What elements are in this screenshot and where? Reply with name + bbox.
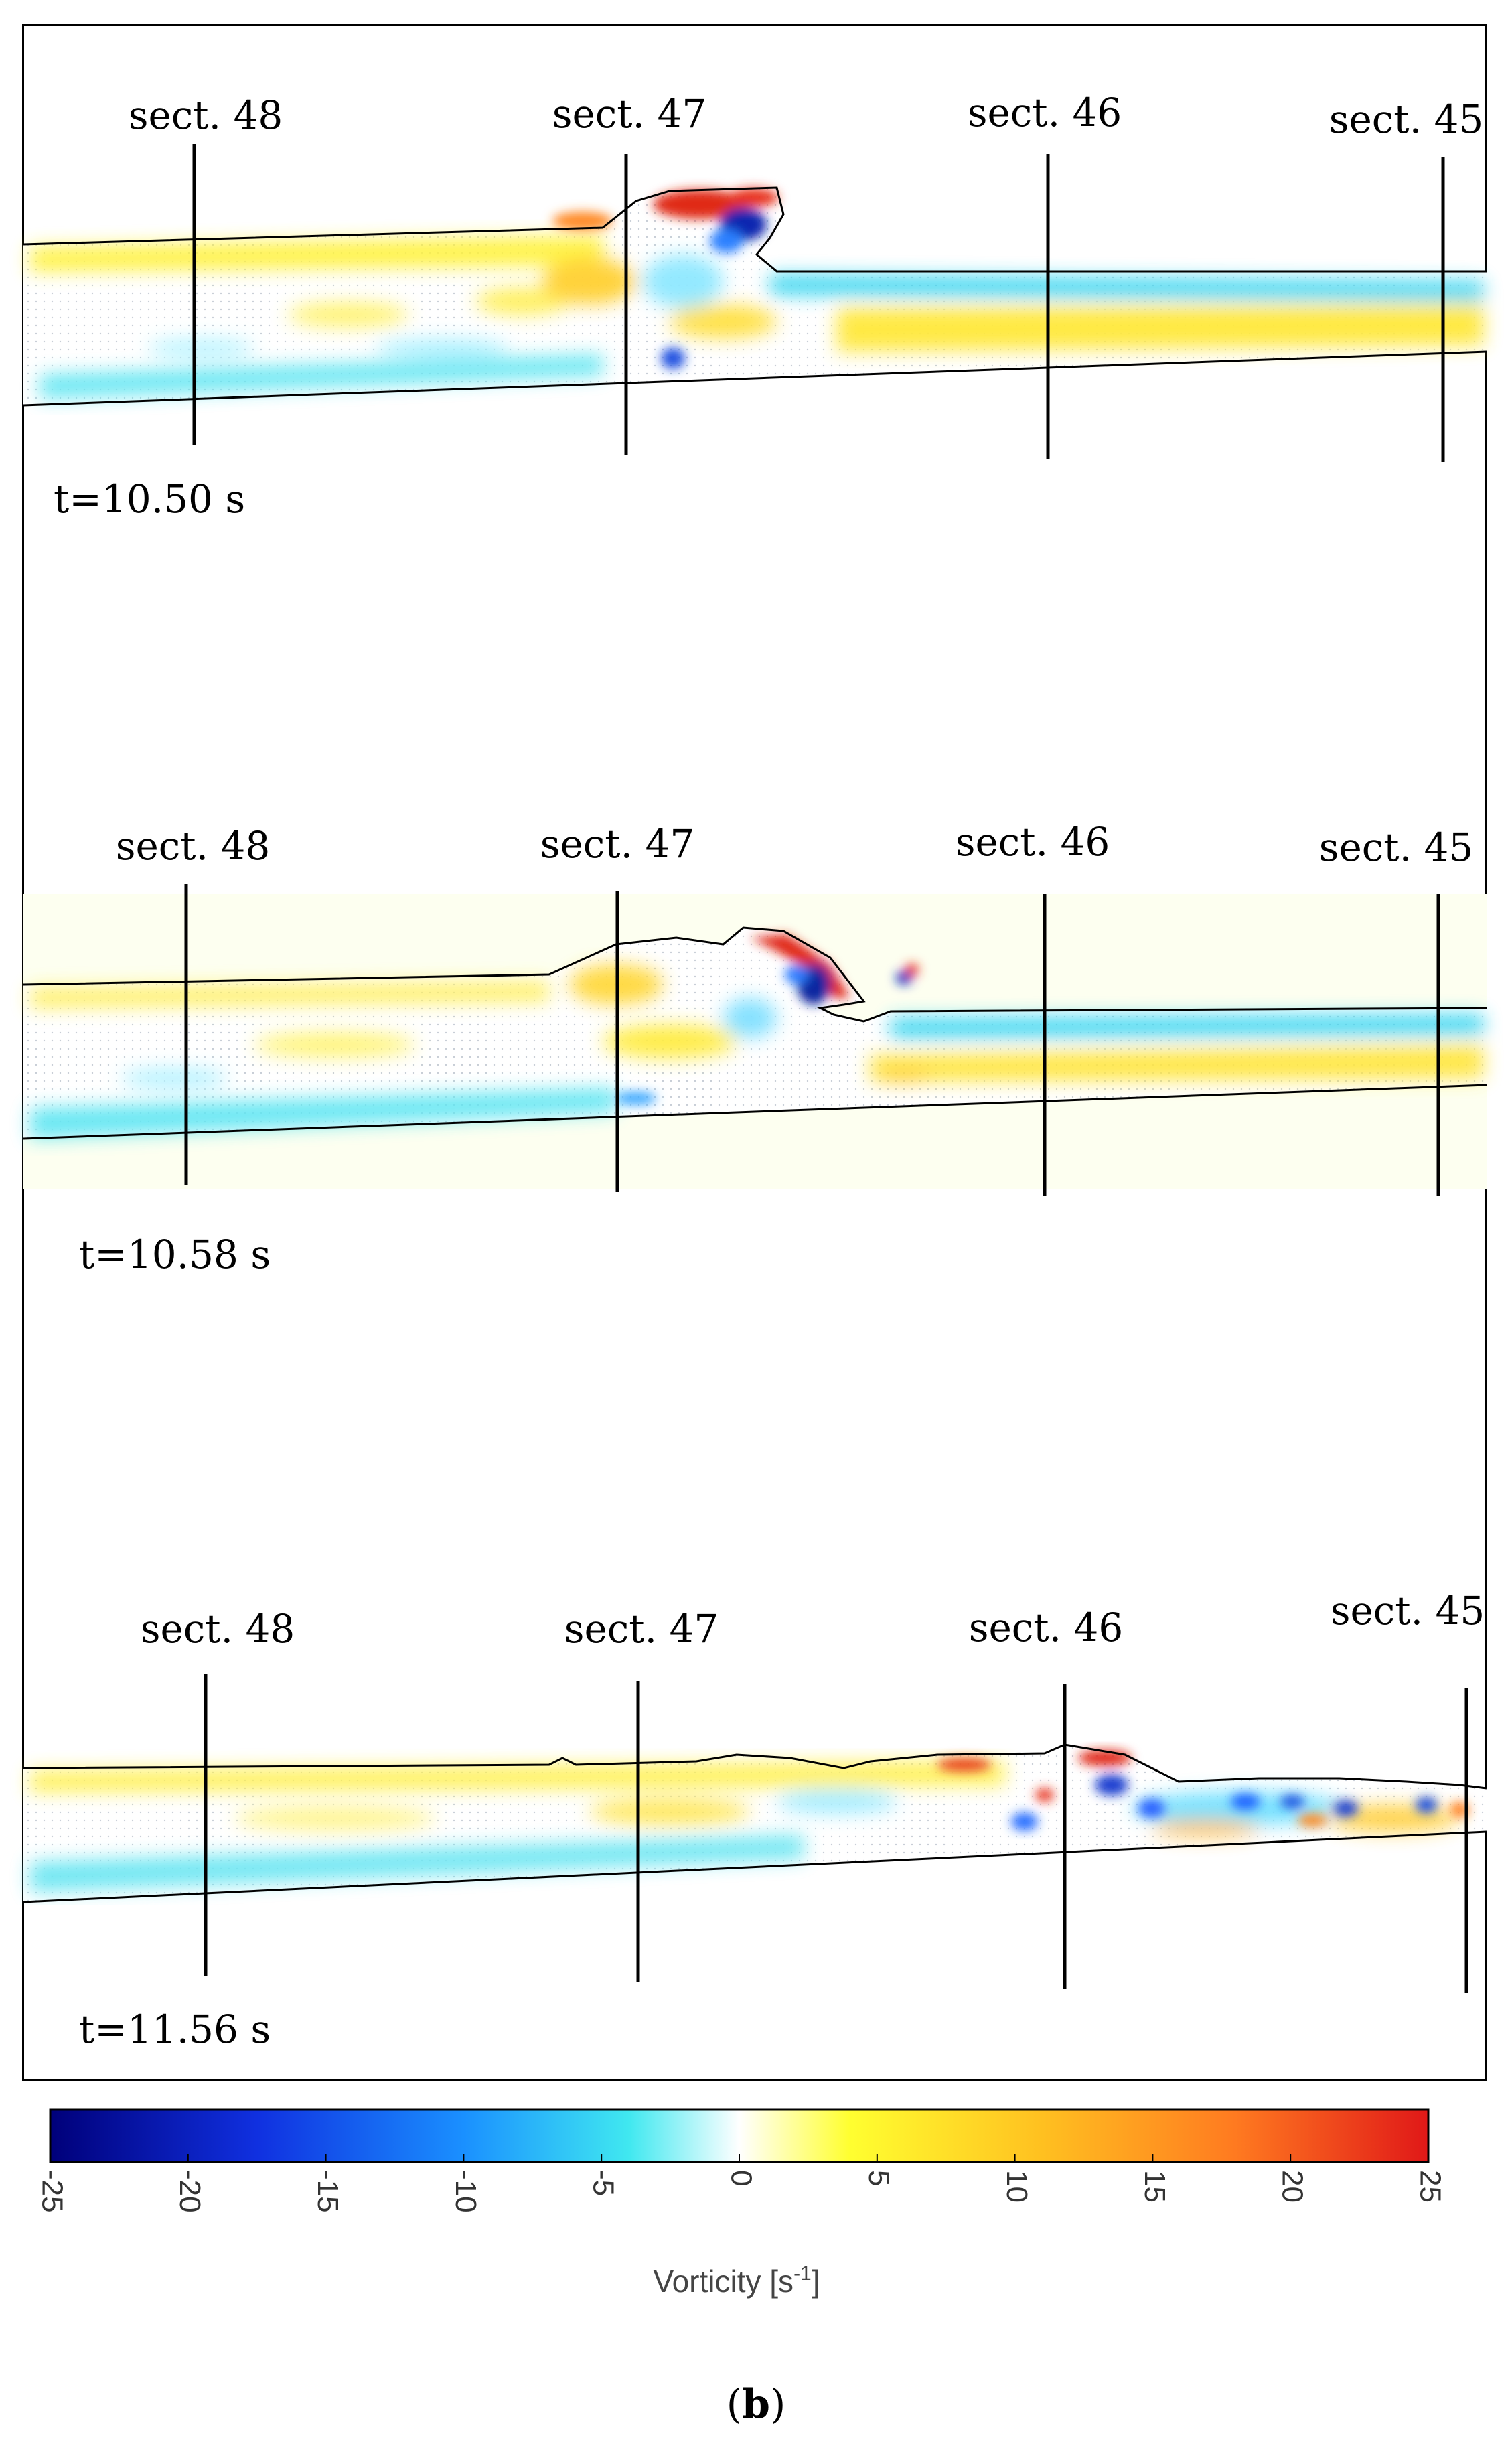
- colorbar-title: Vorticity [s-1]: [653, 2262, 820, 2299]
- colorbar-tick-label: 5: [862, 2170, 895, 2186]
- colorbar-tick-label: 10: [1000, 2170, 1033, 2203]
- figure-caption: (b): [726, 2381, 786, 2428]
- panel-1-time-label: t=10.50 s: [54, 476, 245, 522]
- panel-2-section-45-label: sect. 45: [1319, 824, 1474, 870]
- colorbar-tick-label: -5: [587, 2170, 620, 2196]
- colorbar-tick-label: 25: [1414, 2170, 1446, 2203]
- panel-3-section-46-label: sect. 46: [969, 1605, 1124, 1650]
- panel-1-section-48-label: sect. 48: [129, 92, 283, 138]
- panel-1-section-46-label: sect. 46: [968, 90, 1122, 135]
- colorbar-ticks: -25 -20 -15 -10 -5 0 5 10 15 20 25: [35, 2154, 1446, 2213]
- panel-1-section-45-label: sect. 45: [1329, 96, 1484, 142]
- colorbar-tick-label: 20: [1276, 2170, 1309, 2203]
- panel-2-time-label: t=10.58 s: [79, 1232, 271, 1277]
- colorbar: -25 -20 -15 -10 -5 0 5 10 15 20 25 Vorticity [s-1]: [35, 2108, 1446, 2299]
- panel-3: [23, 1674, 1487, 1993]
- colorbar-gradient: [49, 2108, 1430, 2163]
- panel-1-section-47-label: sect. 47: [552, 91, 707, 137]
- panel-2-section-46-label: sect. 46: [956, 819, 1110, 865]
- colorbar-tick-label: -25: [35, 2170, 68, 2213]
- panel-2-section-47-label: sect. 47: [540, 821, 695, 867]
- panel-2: [23, 884, 1487, 1196]
- panel-3-section-47-label: sect. 47: [564, 1606, 719, 1652]
- colorbar-tick-label: -15: [311, 2170, 344, 2213]
- panel-3-section-45-label: sect. 45: [1331, 1588, 1485, 1634]
- panel-2-section-48-label: sect. 48: [116, 823, 271, 869]
- colorbar-tick-label: 15: [1138, 2170, 1171, 2203]
- panel-3-time-label: t=11.56 s: [79, 2007, 271, 2052]
- colorbar-tick-label: 0: [725, 2170, 757, 2186]
- panel-3-section-48-label: sect. 48: [141, 1606, 295, 1652]
- colorbar-tick-label: -10: [449, 2170, 482, 2213]
- panel-1: [23, 144, 1487, 462]
- colorbar-tick-label: -20: [173, 2170, 206, 2213]
